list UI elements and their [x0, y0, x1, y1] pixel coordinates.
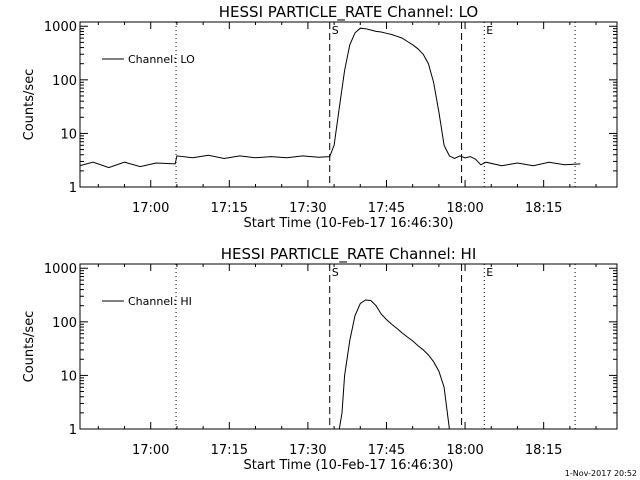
y-axis-label: Counts/sec — [22, 69, 37, 141]
y-tick-label: 100 — [52, 316, 77, 331]
x-axis-label: Start Time (10-Feb-17 16:46:30) — [244, 458, 454, 473]
timestamp-label: 1-Nov-2017 20:52 — [565, 469, 637, 478]
x-tick-label: 17:00 — [132, 201, 169, 216]
series-line-lo — [80, 27, 581, 169]
legend-entry: Channel: HI — [128, 295, 192, 308]
x-tick-label: 17:30 — [289, 201, 326, 216]
x-tick-label: 17:00 — [132, 443, 169, 458]
y-tick-label: 1 — [69, 423, 77, 438]
y-tick-label: 100 — [52, 74, 77, 89]
x-axis-label: Start Time (10-Feb-17 16:46:30) — [244, 216, 454, 231]
marker-label-s: S — [332, 24, 339, 37]
x-tick-label: 17:15 — [211, 443, 248, 458]
x-tick-label: 18:00 — [446, 201, 483, 216]
y-tick-label: 1000 — [44, 20, 77, 35]
y-axis-label: Counts/sec — [22, 311, 37, 383]
y-tick-label: 10 — [60, 369, 77, 384]
chart-title: HESSI PARTICLE_RATE Channel: LO — [219, 3, 478, 22]
y-tick-label: 1 — [69, 181, 77, 196]
x-tick-label: 18:00 — [446, 443, 483, 458]
y-tick-label: 10 — [60, 127, 77, 142]
x-tick-label: 18:15 — [525, 201, 562, 216]
legend-entry: Channel: LO — [128, 53, 195, 66]
plot-frame — [79, 263, 618, 430]
plot-frame — [79, 21, 618, 188]
marker-label-s: S — [332, 266, 339, 279]
x-tick-label: 17:30 — [289, 443, 326, 458]
y-tick-label: 1000 — [44, 262, 77, 277]
x-tick-label: 18:15 — [525, 443, 562, 458]
marker-label-e: E — [486, 266, 493, 279]
marker-label-e: E — [486, 24, 493, 37]
x-tick-label: 17:45 — [368, 443, 405, 458]
series-line-hi — [338, 299, 450, 429]
chart-title: HESSI PARTICLE_RATE Channel: HI — [221, 245, 477, 264]
x-tick-label: 17:45 — [368, 201, 405, 216]
lo-channel-panel: HESSI PARTICLE_RATE Channel: LO Start Tim… — [22, 3, 618, 231]
x-tick-label: 17:15 — [211, 201, 248, 216]
hi-channel-panel: HESSI PARTICLE_RATE Channel: HI Start Tim… — [22, 245, 618, 473]
